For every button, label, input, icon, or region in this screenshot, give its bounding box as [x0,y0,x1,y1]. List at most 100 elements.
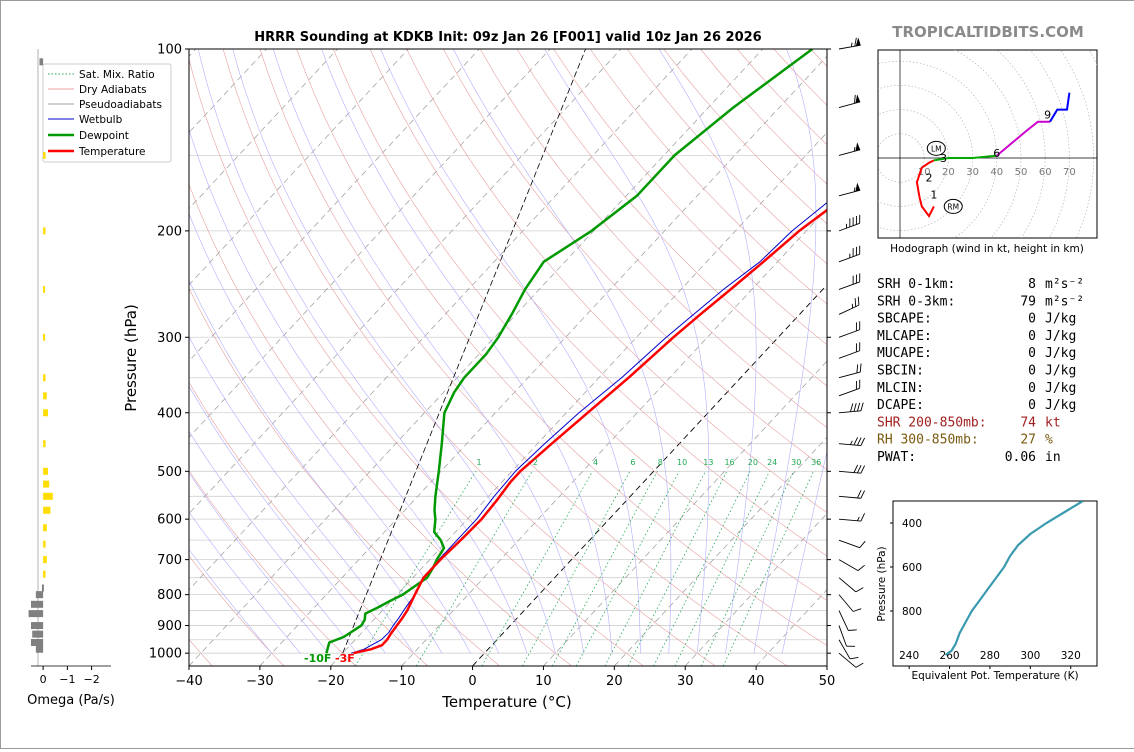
index-label: MLCAPE: [877,329,932,344]
mixing-ratio-line [675,471,770,666]
omega-bar [43,227,45,234]
wind-barb [836,297,862,315]
index-value: 74 [1020,415,1036,430]
legend-temperature: Temperature [78,146,146,158]
omega-bar [43,493,53,500]
omega-bar [43,409,48,416]
barb-half [850,441,852,445]
barb-shaft [839,595,853,612]
mixing-ratio-line [723,471,813,666]
x-tick-label: −20 [317,674,344,689]
barb-full [854,381,860,390]
x-tick-label: 30 [677,674,694,689]
index-label: RH 300-850mb: [877,433,979,448]
index-value: 0 [1028,398,1036,413]
hodo-height-label: 1 [930,188,937,201]
omega-bar [43,440,45,447]
index-unit: m²s⁻² [1045,277,1084,292]
barb-full [857,465,861,473]
barb-full [858,364,863,373]
wind-barb [837,142,860,155]
hodo-height-label: 2 [926,171,933,184]
barb-full [861,465,865,473]
index-label: SHR 200-850mb: [877,415,987,430]
omega-x-label: Omega (Pa/s) [27,693,115,708]
hodo-ring-label: 60 [1039,167,1052,178]
barb-full [850,404,854,412]
wind-barbs [836,37,866,669]
pseudoadiabat [273,49,584,653]
surface-dewpoint-label: -10F [304,652,331,665]
legend-dry-adiabats: Dry Adiabats [79,84,147,96]
mixing-ratio-line [522,471,630,666]
mixing-ratio-label: 24 [767,458,777,467]
index-unit: % [1045,433,1053,448]
wind-barb [836,273,862,289]
y-tick-label: 700 [157,553,182,568]
barb-full [853,403,857,411]
x-tick-label: −30 [246,674,273,689]
barb-full [854,322,860,331]
wind-barb [836,246,862,262]
skewt-legend: Sat. Mix. Ratio Dry Adiabats Pseudoadiab… [43,64,171,162]
index-label: SRH 0-1km: [877,277,955,292]
omega-bar [43,468,48,475]
index-value: 0 [1028,346,1036,361]
y-tick-label: 300 [157,331,182,346]
mixing-ratio-label: 2 [533,458,538,467]
barb-full [854,275,860,284]
omega-bar [31,639,43,646]
index-label: DCAPE: [877,398,924,413]
barb-full [861,490,865,498]
omega-bar [43,152,45,159]
thetae-x-tick-label: 300 [1020,650,1040,662]
barb-shaft [839,102,860,108]
y-tick-label: 100 [157,43,182,58]
y-tick-label: 900 [157,619,182,634]
hodo-ring-label: 70 [1063,167,1076,178]
index-unit: m²s⁻² [1045,294,1084,309]
omega-bar [36,591,43,598]
barb-full [858,564,865,572]
barb-full [861,438,865,446]
index-label: PWAT: [877,450,916,465]
y-tick-label: 800 [157,588,182,603]
omega-bar [43,374,45,381]
isotherm-line [331,49,905,666]
thetae-frame [893,501,1097,666]
dry-adiabat [150,49,572,666]
mixing-ratio-label: 10 [677,458,687,467]
skewt-frame [189,49,827,666]
barb-shaft [839,611,848,631]
legend-wetbulb: Wetbulb [79,114,123,126]
wind-barb [839,572,863,594]
mixing-ratio-label: 16 [724,458,734,467]
dewpoint-profile [326,49,812,653]
wind-barb [839,511,865,521]
barb-full [850,217,856,226]
omega-bar [32,631,43,638]
mixing-ratio-label: 13 [703,458,713,467]
index-value: 8 [1028,277,1036,292]
index-value: 0 [1028,312,1036,327]
wind-barb [839,488,865,498]
barb-full [860,403,864,411]
wind-barb [838,403,864,413]
skewt-x-label: Temperature (°C) [441,693,571,711]
y-tick-label: 1000 [149,647,182,662]
wind-barb [838,37,861,49]
wind-barb [839,553,865,572]
pseudoadiabat [381,49,641,653]
index-label: SBCIN: [877,364,924,379]
mixing-ratio-line [628,471,727,666]
index-unit: J/kg [1045,381,1076,396]
brand-watermark: TROPICALTIDBITS.COM [892,23,1084,41]
wind-barb [837,364,863,378]
index-label: SBCAPE: [877,312,932,327]
x-tick-label: −10 [388,674,415,689]
omega-bar [43,571,45,578]
barb-full [861,513,865,521]
index-value: 0 [1028,381,1036,396]
